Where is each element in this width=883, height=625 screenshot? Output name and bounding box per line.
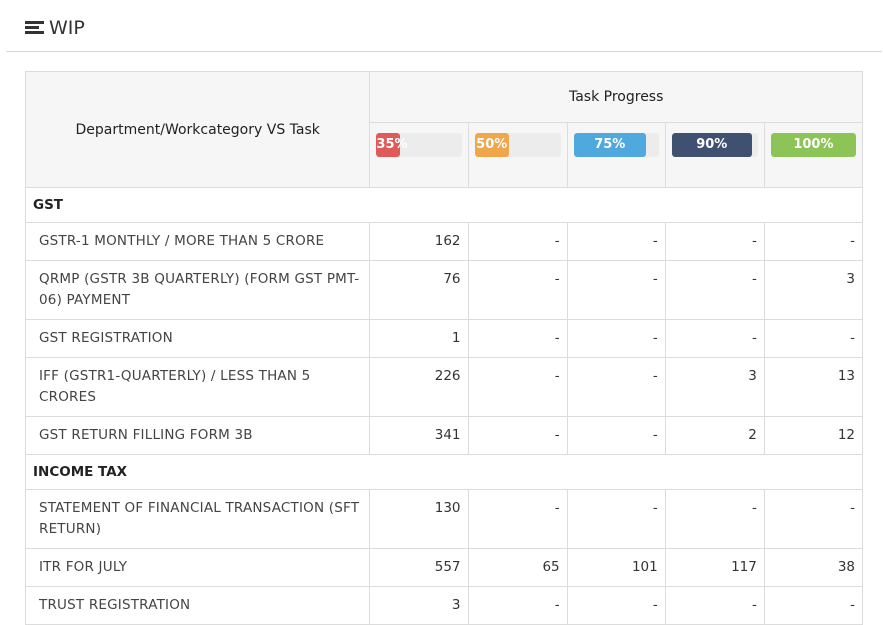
progress-level-100: 100% bbox=[763, 121, 864, 189]
count-cell-50: - bbox=[467, 222, 568, 261]
count-cell-90: - bbox=[664, 222, 765, 261]
progress-bar-50: 50% bbox=[474, 132, 561, 157]
task-name-cell: IFF (GSTR1-QUARTERLY) / LESS THAN 5 CROR… bbox=[24, 357, 371, 417]
table-row: IFF (GSTR1-QUARTERLY) / LESS THAN 5 CROR… bbox=[24, 357, 864, 417]
count-cell-100[interactable]: 3 bbox=[763, 260, 864, 320]
task-progress-header: Task Progress bbox=[369, 71, 863, 123]
count-cell-100: - bbox=[763, 319, 864, 358]
count-cell-35[interactable]: 3 bbox=[369, 586, 469, 625]
wip-table: Department/Workcategory VS Task Task Pro… bbox=[24, 71, 864, 625]
count-cell-75: - bbox=[566, 319, 666, 358]
progress-bars-row: 35% 50% 75% 90% 100% bbox=[26, 121, 864, 189]
wip-table-body: GST GSTR-1 MONTHLY / MORE THAN 5 CRORE 162… bbox=[24, 187, 864, 625]
table-row: ITR FOR JULY 557 65 101 117 38 bbox=[24, 548, 864, 587]
count-cell-75: - bbox=[566, 222, 666, 261]
count-cell-50: - bbox=[467, 416, 568, 455]
count-cell-35[interactable]: 76 bbox=[369, 260, 469, 320]
count-cell-100: - bbox=[763, 586, 864, 625]
table-row: QRMP (GSTR 3B QUARTERLY) (FORM GST PMT-0… bbox=[24, 260, 864, 320]
count-cell-35[interactable]: 130 bbox=[369, 489, 469, 549]
tasks-list-icon bbox=[25, 21, 45, 35]
count-cell-90: - bbox=[664, 260, 765, 320]
count-cell-75: - bbox=[566, 416, 666, 455]
count-cell-75: - bbox=[566, 357, 666, 417]
count-cell-100: - bbox=[763, 489, 864, 549]
count-cell-35[interactable]: 341 bbox=[369, 416, 469, 455]
count-cell-100[interactable]: 38 bbox=[763, 548, 864, 587]
count-cell-90: - bbox=[664, 586, 765, 625]
progress-label-35: 35% bbox=[376, 136, 408, 152]
header-divider bbox=[6, 51, 882, 52]
count-cell-90[interactable]: 3 bbox=[664, 357, 765, 417]
count-cell-50: - bbox=[467, 319, 568, 358]
table-row: GSTR-1 MONTHLY / MORE THAN 5 CRORE 162- - -… bbox=[24, 222, 864, 261]
task-name-cell: QRMP (GSTR 3B QUARTERLY) (FORM GST PMT-0… bbox=[24, 260, 371, 320]
count-cell-50: - bbox=[467, 586, 568, 625]
count-cell-50: - bbox=[467, 357, 568, 417]
task-name-cell: STATEMENT OF FINANCIAL TRANSACTION (SFT … bbox=[24, 489, 371, 549]
task-name-cell: ITR FOR JULY bbox=[24, 548, 371, 587]
table-row: GST RETURN FILLING FORM 3B 341- -2 12 bbox=[24, 416, 864, 455]
progress-level-35: 35% bbox=[369, 121, 469, 189]
count-cell-90: - bbox=[664, 319, 765, 358]
progress-label-100: 100% bbox=[793, 136, 834, 152]
count-cell-50[interactable]: 65 bbox=[467, 548, 568, 587]
table-row: STATEMENT OF FINANCIAL TRANSACTION (SFT … bbox=[24, 489, 864, 549]
task-name-cell: GSTR-1 MONTHLY / MORE THAN 5 CRORE bbox=[24, 222, 371, 261]
progress-label-50: 50% bbox=[476, 136, 508, 152]
progress-fill-50 bbox=[474, 132, 509, 157]
count-cell-90[interactable]: 2 bbox=[664, 416, 765, 455]
section-row: GST bbox=[25, 187, 863, 223]
count-cell-75: - bbox=[566, 586, 666, 625]
progress-bar-75: 75% bbox=[573, 132, 659, 157]
count-cell-35[interactable]: 1 bbox=[369, 319, 469, 358]
count-cell-35[interactable]: 162 bbox=[369, 222, 469, 261]
section-row: INCOME TAX bbox=[25, 454, 863, 490]
table-row: TRUST REGISTRATION 3- - - - bbox=[24, 586, 864, 625]
count-cell-75: - bbox=[566, 260, 666, 320]
count-cell-75: - bbox=[566, 489, 666, 549]
dept-column-header: Department/Workcategory VS Task bbox=[24, 71, 371, 188]
progress-label-75: 75% bbox=[594, 136, 626, 152]
progress-bar-90: 90% bbox=[671, 132, 758, 157]
progress-level-75: 75% bbox=[566, 121, 666, 189]
count-cell-50: - bbox=[467, 260, 568, 320]
page-header: WIP bbox=[25, 15, 85, 41]
progress-fill-75 bbox=[573, 132, 646, 157]
section-title: GST bbox=[25, 187, 863, 223]
table-row: GST REGISTRATION 1- - - - bbox=[24, 319, 864, 358]
count-cell-75[interactable]: 101 bbox=[566, 548, 666, 587]
task-name-cell: GST REGISTRATION bbox=[24, 319, 371, 358]
count-cell-100[interactable]: 13 bbox=[763, 357, 864, 417]
count-cell-50: - bbox=[467, 489, 568, 549]
progress-fill-100 bbox=[770, 132, 856, 157]
count-cell-100: - bbox=[763, 222, 864, 261]
progress-bar-35: 35% bbox=[376, 132, 462, 157]
count-cell-35[interactable]: 557 bbox=[369, 548, 469, 587]
count-cell-35[interactable]: 226 bbox=[369, 357, 469, 417]
section-title: INCOME TAX bbox=[25, 454, 863, 490]
count-cell-90[interactable]: 117 bbox=[664, 548, 765, 587]
progress-fill-90 bbox=[671, 132, 752, 157]
page-title: WIP bbox=[49, 17, 85, 39]
task-name-cell: GST RETURN FILLING FORM 3B bbox=[24, 416, 371, 455]
progress-bar-100: 100% bbox=[770, 132, 856, 157]
progress-label-90: 90% bbox=[696, 136, 728, 152]
progress-fill-35 bbox=[376, 132, 401, 157]
progress-level-90: 90% bbox=[664, 121, 765, 189]
count-cell-90: - bbox=[664, 489, 765, 549]
task-name-cell: TRUST REGISTRATION bbox=[24, 586, 371, 625]
count-cell-100[interactable]: 12 bbox=[763, 416, 864, 455]
progress-level-50: 50% bbox=[467, 121, 568, 189]
